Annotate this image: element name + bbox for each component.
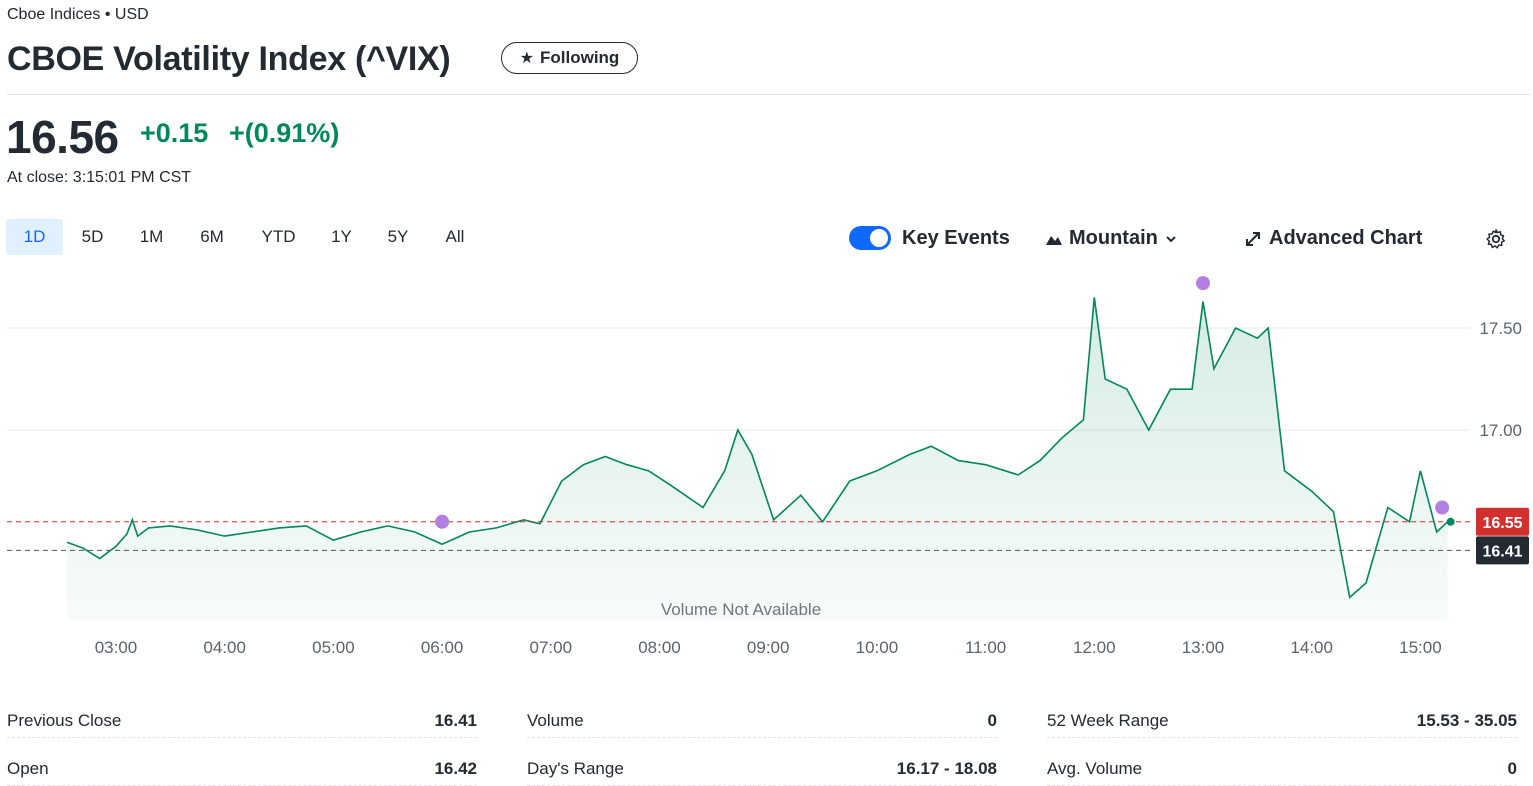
key-event-marker[interactable] — [435, 514, 450, 529]
price-change-percent: +(0.91%) — [229, 118, 340, 148]
x-tick-label: 05:00 — [312, 638, 355, 657]
settings-button[interactable] — [1485, 228, 1507, 250]
range-tab-1y[interactable]: 1Y — [331, 227, 352, 246]
range-tab-6m[interactable]: 6M — [200, 227, 224, 246]
gear-icon — [1486, 229, 1505, 249]
exchange-label: Cboe Indices • USD — [7, 6, 149, 23]
range-tab-5y[interactable]: 5Y — [387, 227, 409, 246]
following-button[interactable]: ★ Following — [501, 42, 638, 74]
price-line — [66, 297, 1449, 599]
key-events-toggle[interactable] — [849, 226, 891, 250]
header-divider — [7, 94, 1530, 95]
current-price-tag-label: 16.55 — [1482, 515, 1522, 532]
volume-note: Volume Not Available — [661, 600, 821, 619]
range-tab-ytd[interactable]: YTD — [261, 227, 296, 246]
x-tick-label: 06:00 — [421, 638, 464, 657]
y-tick-label: 17.00 — [1479, 421, 1522, 440]
current-price-tag-bg — [1476, 507, 1529, 536]
x-tick-label: 03:00 — [95, 638, 138, 657]
x-tick-label: 14:00 — [1290, 638, 1333, 657]
stat-days-range: Day's Range 16.17 - 18.08 — [527, 753, 997, 786]
x-tick-label: 15:00 — [1399, 638, 1442, 657]
stat-value: 0 — [1507, 759, 1517, 778]
stat-avg-volume: Avg. Volume 0 — [1047, 753, 1517, 786]
y-tick-label: 17.50 — [1479, 319, 1522, 338]
mountain-icon — [1046, 235, 1062, 245]
stat-open: Open 16.42 — [7, 753, 477, 786]
key-event-marker[interactable] — [1435, 500, 1450, 515]
x-tick-label: 10:00 — [856, 638, 899, 657]
price-change: +0.15 — [140, 118, 209, 148]
current-price: 16.56 — [6, 111, 119, 163]
x-tick-label: 04:00 — [203, 638, 246, 657]
chevron-down-icon — [1166, 235, 1176, 242]
range-tab-5d[interactable]: 5D — [81, 227, 104, 246]
x-axis-ticks: 03:00 04:00 05:00 06:00 07:00 08:00 09:00 10:00… — [95, 638, 1442, 657]
key-event-marker[interactable] — [1196, 276, 1210, 291]
last-price-dot — [1446, 517, 1455, 526]
page-title: CBOE Volatility Index (^VIX) — [7, 40, 451, 78]
stat-value: 15.53 - 35.05 — [1416, 711, 1517, 730]
previous-close-tag-label: 16.41 — [1482, 543, 1522, 560]
stat-value: 16.17 - 18.08 — [896, 759, 997, 778]
key-events-markers — [435, 276, 1450, 529]
following-label: Following — [540, 48, 620, 67]
x-tick-label: 08:00 — [638, 638, 681, 657]
advanced-chart-label: Advanced Chart — [1269, 227, 1423, 249]
star-icon: ★ — [519, 50, 534, 67]
key-events-label: Key Events — [902, 227, 1010, 249]
advanced-chart-button[interactable]: Advanced Chart — [1243, 227, 1422, 250]
stat-label: Day's Range — [527, 759, 624, 778]
x-tick-label: 12:00 — [1073, 638, 1116, 657]
price-area — [67, 297, 1448, 620]
range-tab-1m[interactable]: 1M — [139, 227, 164, 246]
range-tab-1d[interactable]: 1D — [6, 219, 63, 255]
price-chart[interactable]: 16.55 16.41 17.50 17.00 03:00 04:00 05:00 06… — [0, 260, 1533, 670]
stat-label: 52 Week Range — [1047, 711, 1169, 730]
previous-close-tag-bg — [1476, 536, 1529, 565]
stat-52-week-range: 52 Week Range 15.53 - 35.05 — [1047, 705, 1517, 738]
stat-label: Open — [7, 759, 49, 778]
stat-value: 16.42 — [434, 759, 477, 778]
stat-label: Avg. Volume — [1047, 759, 1143, 778]
stat-previous-close: Previous Close 16.41 — [7, 705, 477, 738]
previous-close-tag: 16.41 — [1476, 536, 1529, 565]
x-tick-label: 13:00 — [1182, 638, 1225, 657]
close-time: At close: 3:15:01 PM CST — [7, 169, 192, 186]
expand-icon — [1246, 231, 1260, 246]
stat-label: Volume — [527, 711, 584, 730]
stat-value: 0 — [987, 711, 997, 730]
chart-type-dropdown[interactable]: Mountain — [1045, 227, 1178, 250]
toggle-knob — [870, 229, 888, 247]
range-tab-all[interactable]: All — [445, 227, 465, 246]
x-tick-label: 09:00 — [747, 638, 790, 657]
y-axis-ticks: 17.50 17.00 — [1479, 319, 1522, 440]
stat-value: 16.41 — [434, 711, 477, 730]
chart-type-label: Mountain — [1069, 227, 1158, 249]
stat-volume: Volume 0 — [527, 705, 997, 738]
x-tick-label: 07:00 — [530, 638, 573, 657]
x-tick-label: 11:00 — [965, 638, 1006, 657]
stat-label: Previous Close — [7, 711, 122, 730]
range-tabs: 1D 5D 1M 6M YTD 1Y 5Y All — [6, 219, 483, 255]
current-price-tag: 16.55 — [1476, 507, 1529, 536]
